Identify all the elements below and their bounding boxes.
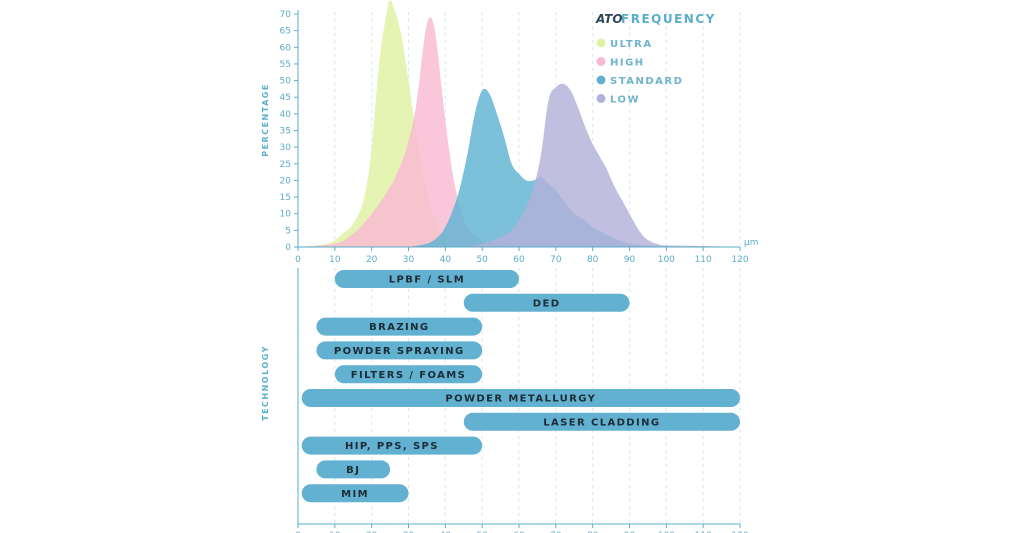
y-tick-label: 30	[280, 143, 292, 153]
legend-label-ultra: ULTRA	[610, 39, 653, 50]
y-axis-title: PERCENTAGE	[261, 83, 270, 157]
x-tick-label: 90	[624, 531, 636, 533]
legend-swatch	[596, 38, 606, 48]
y-tick-label: 5	[285, 226, 291, 236]
y-tick-label: 55	[280, 60, 291, 70]
legend-label-high: HIGH	[610, 58, 645, 69]
technology-bar: MIM	[301, 484, 409, 503]
x-tick-label: 110	[695, 255, 712, 265]
bar-range	[316, 460, 391, 479]
x-tick-label: 120	[731, 255, 748, 265]
legend-label-standard: STANDARD	[610, 76, 683, 87]
y-tick-label: 15	[280, 193, 291, 203]
frequency-axes: 0 5 10 15 20 25 30 35 40 45 50 55 60 65 70 0 10 20 30 40 50 6…	[280, 10, 749, 265]
area-standard	[408, 88, 667, 247]
bar-range	[316, 317, 483, 336]
technology-bar: FILTERS / FOAMS	[334, 365, 483, 384]
technology-bar: DED	[463, 293, 630, 312]
legend-title: FREQUENCY	[621, 12, 716, 26]
bar-label: BJ	[346, 465, 360, 476]
bar-range	[463, 412, 740, 431]
x-tick-label: 40	[440, 531, 452, 533]
x-tick-label: 0	[295, 255, 301, 265]
area-low	[463, 83, 740, 247]
ato-logo: ATO	[595, 12, 623, 26]
x-tick-label: 80	[587, 531, 599, 533]
bar-range	[463, 293, 630, 312]
x-tick-label: 80	[587, 255, 599, 265]
bar-label: BRAZING	[369, 322, 429, 333]
x-tick-label: 50	[476, 255, 488, 265]
bar-range	[301, 389, 740, 407]
legend-label-low: LOW	[610, 95, 640, 106]
technology-bar: BRAZING	[316, 317, 483, 336]
technology-axes: 0 10 20 30 40 50 60 70 80 90 100 110 120	[295, 268, 749, 533]
x-tick-label: 20	[366, 255, 378, 265]
x-tick-label: 30	[403, 531, 415, 533]
y-tick-label: 60	[280, 43, 292, 53]
y-tick-label: 70	[280, 10, 292, 20]
x-tick-label: 60	[513, 255, 525, 265]
technology-bar: LASER CLADDING	[463, 412, 740, 431]
bar-range	[301, 436, 483, 455]
y-tick-label: 0	[285, 243, 291, 253]
legend-items: ULTRA HIGH STANDARD LOW	[596, 38, 683, 106]
bar-label: LASER CLADDING	[543, 417, 660, 428]
technology-bar: BJ	[316, 460, 391, 479]
y-tick-label: 65	[280, 27, 291, 37]
y-tick-label: 25	[280, 160, 291, 170]
x-tick-label: 90	[624, 255, 636, 265]
x-tick-label: 30	[403, 255, 415, 265]
x-tick-label: 110	[695, 531, 712, 533]
bar-range	[301, 484, 409, 503]
technology-bar: HIP, PPS, SPS	[301, 436, 483, 455]
legend-swatch	[596, 94, 606, 103]
technology-bars: LPBF / SLM DED BRAZING POWDER SPRAYING FILTE…	[301, 270, 740, 503]
x-tick-label: 20	[366, 531, 378, 533]
bar-label: LPBF / SLM	[389, 275, 465, 286]
y-tick-label: 40	[280, 110, 292, 120]
y-tick-label: 35	[280, 127, 291, 137]
bar-label: HIP, PPS, SPS	[345, 441, 439, 452]
bar-label: DED	[533, 298, 561, 309]
y-tick-label: 20	[280, 176, 292, 186]
x-tick-label: 10	[329, 531, 341, 533]
bar-label: MIM	[341, 489, 369, 500]
frequency-areas	[298, 0, 740, 247]
legend-swatch	[596, 75, 606, 85]
x-tick-label: 100	[658, 531, 675, 533]
area-high	[298, 17, 519, 247]
legend: ATO FREQUENCY ULTRA HIGH STANDARD LOW	[595, 12, 716, 106]
technology-bar: POWDER METALLURGY	[301, 389, 740, 407]
x-tick-label: 50	[476, 531, 488, 533]
bar-label: FILTERS / FOAMS	[351, 370, 466, 381]
x-tick-label: 70	[550, 255, 562, 265]
x-unit-label: µm	[744, 238, 759, 248]
x-tick-label: 100	[658, 255, 675, 265]
bar-label: POWDER SPRAYING	[334, 346, 465, 357]
x-tick-label: 70	[550, 531, 562, 533]
technology-bar: POWDER SPRAYING	[316, 341, 483, 360]
x-tick-label: 0	[295, 531, 301, 533]
bar-range	[334, 365, 483, 384]
legend-swatch	[596, 57, 606, 66]
x-tick-label: 60	[513, 531, 525, 533]
technology-bar: LPBF / SLM	[334, 270, 519, 288]
x-tick-label: 40	[440, 255, 452, 265]
bar-range	[316, 341, 483, 360]
technology-axis-title: TECHNOLOGY	[261, 345, 270, 421]
y-tick-label: 50	[280, 77, 292, 87]
bar-range	[334, 270, 519, 288]
x-tick-label: 120	[731, 531, 748, 533]
bar-label: POWDER METALLURGY	[445, 394, 596, 405]
y-tick-label: 10	[280, 210, 292, 220]
y-tick-label: 45	[280, 93, 291, 103]
x-tick-label: 10	[329, 255, 341, 265]
